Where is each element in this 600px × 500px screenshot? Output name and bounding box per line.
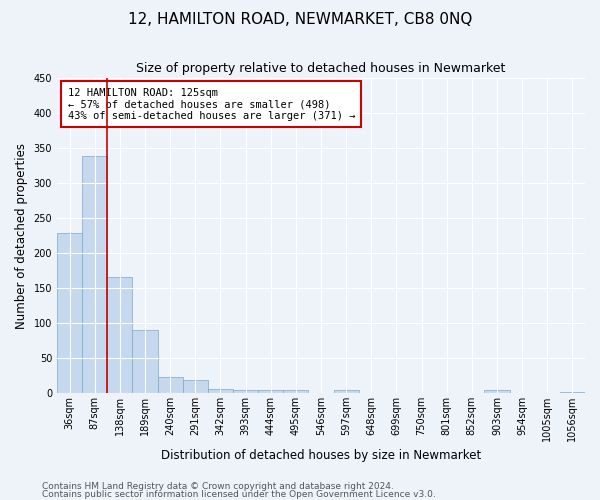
Bar [560, 392, 585, 393]
Bar [258, 390, 283, 393]
Bar [334, 390, 359, 393]
Bar [82, 156, 107, 393]
Bar [158, 377, 183, 393]
Bar [484, 390, 509, 393]
X-axis label: Distribution of detached houses by size in Newmarket: Distribution of detached houses by size … [161, 450, 481, 462]
Text: 12, HAMILTON ROAD, NEWMARKET, CB8 0NQ: 12, HAMILTON ROAD, NEWMARKET, CB8 0NQ [128, 12, 472, 28]
Text: Contains public sector information licensed under the Open Government Licence v3: Contains public sector information licen… [42, 490, 436, 499]
Text: 12 HAMILTON ROAD: 125sqm
← 57% of detached houses are smaller (498)
43% of semi-: 12 HAMILTON ROAD: 125sqm ← 57% of detach… [68, 88, 355, 120]
Title: Size of property relative to detached houses in Newmarket: Size of property relative to detached ho… [136, 62, 506, 76]
Bar [57, 234, 82, 393]
Bar [208, 389, 233, 393]
Text: Contains HM Land Registry data © Crown copyright and database right 2024.: Contains HM Land Registry data © Crown c… [42, 482, 394, 491]
Bar [283, 390, 308, 393]
Bar [107, 277, 133, 393]
Bar [133, 330, 158, 393]
Bar [183, 380, 208, 393]
Bar [233, 390, 258, 393]
Y-axis label: Number of detached properties: Number of detached properties [15, 142, 28, 328]
